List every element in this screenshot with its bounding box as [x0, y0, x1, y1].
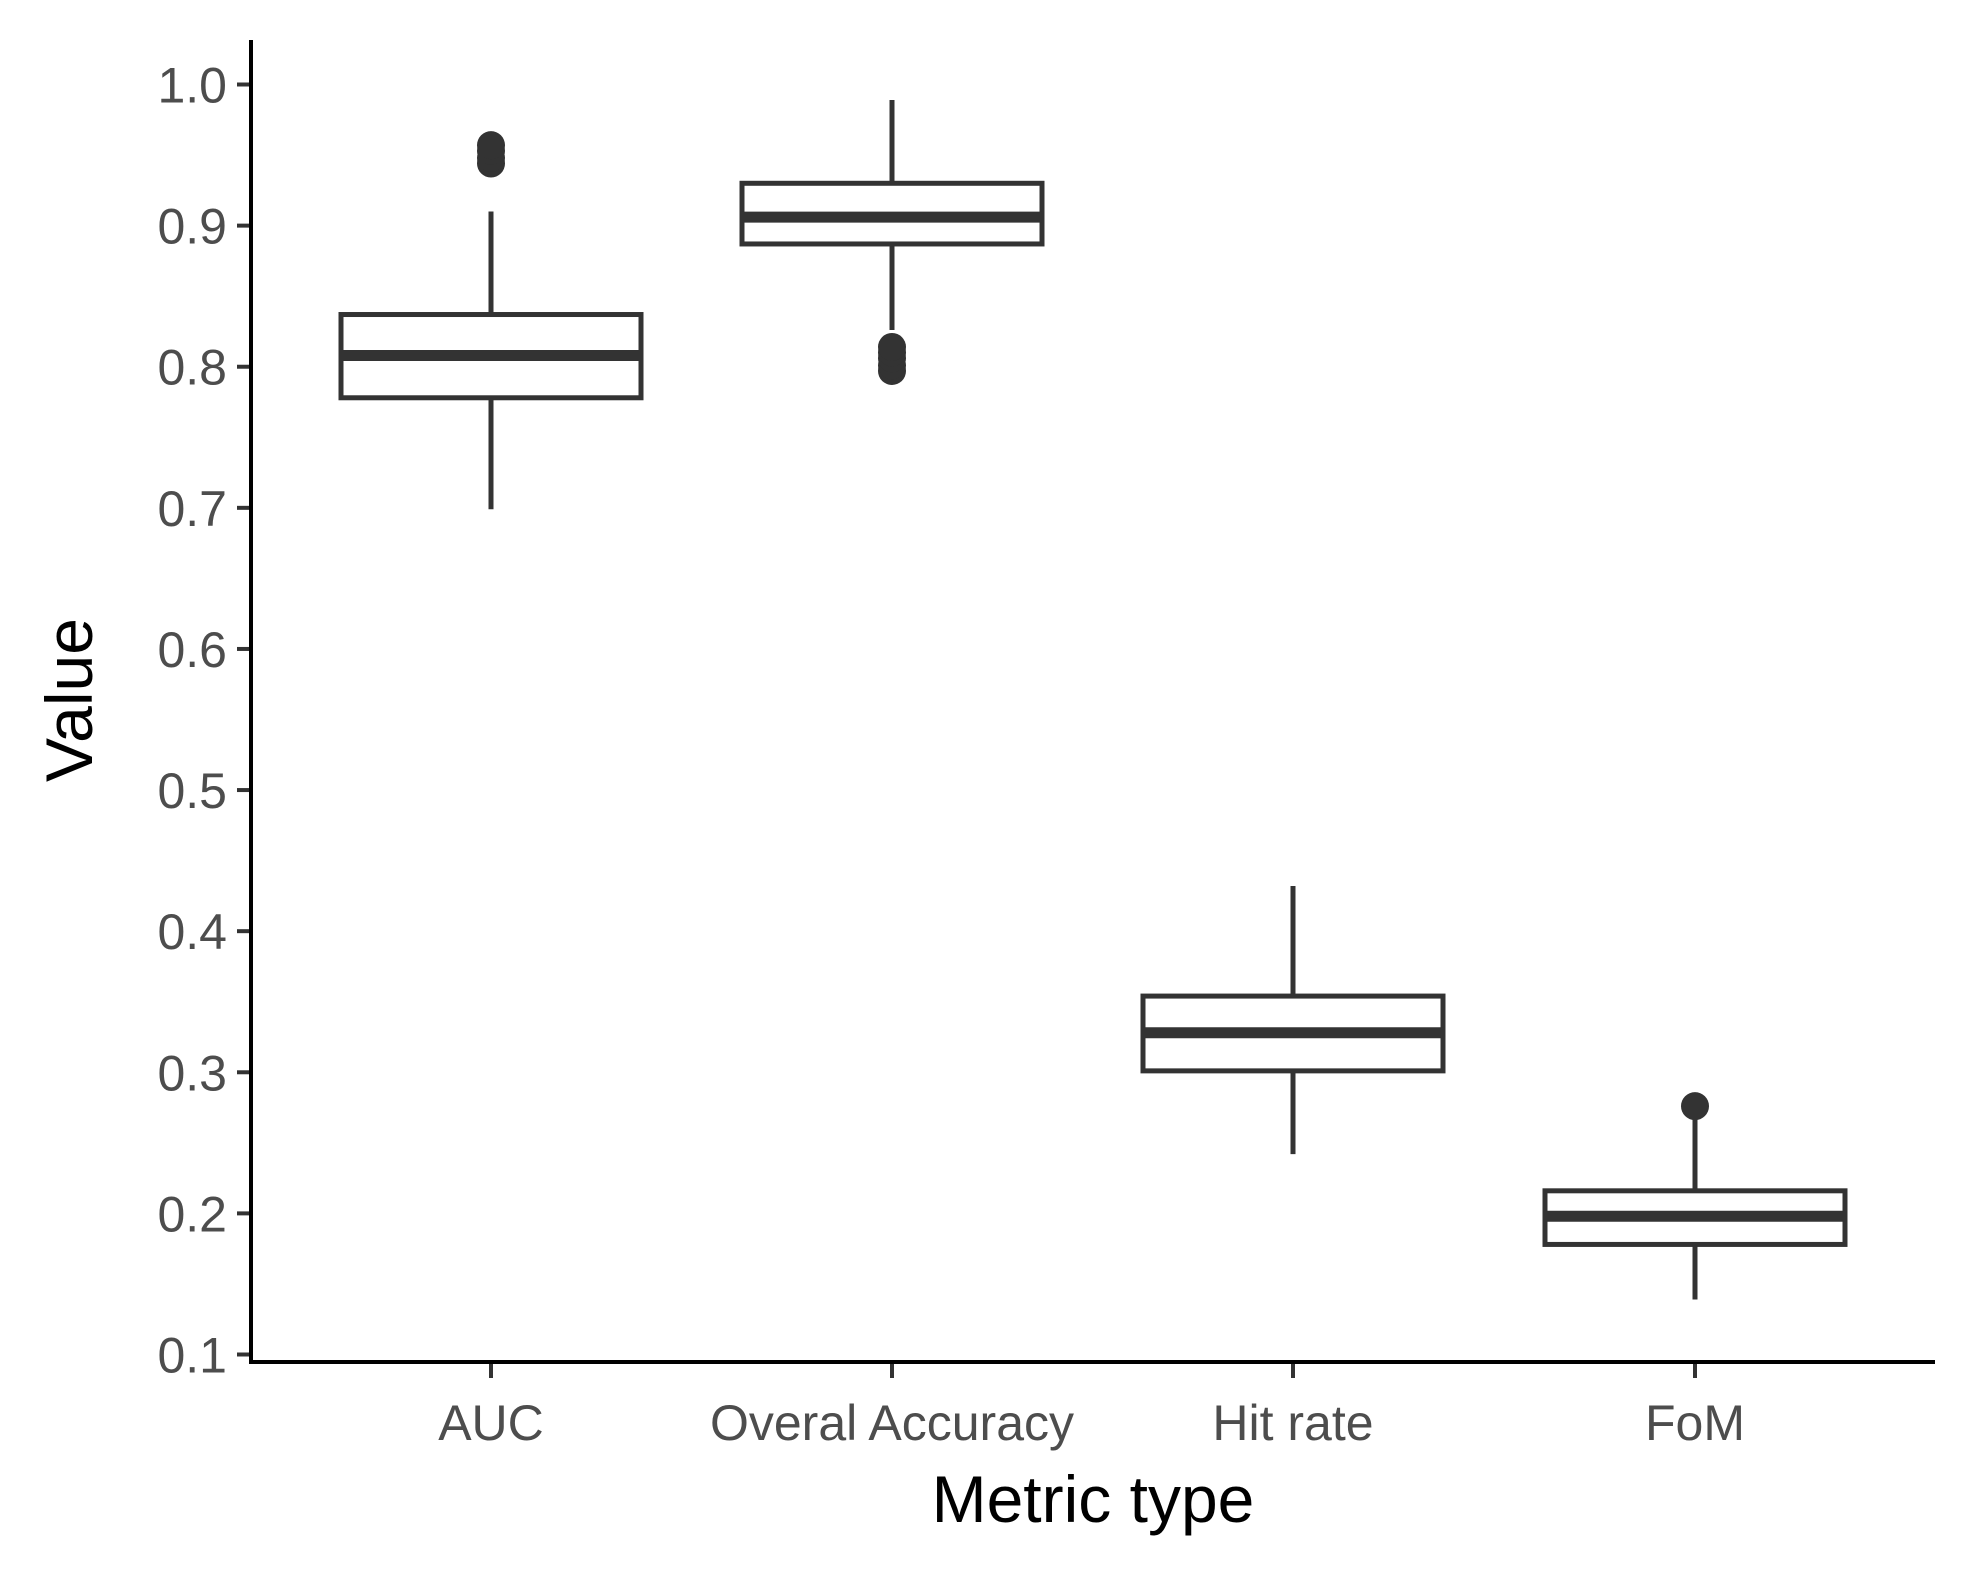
outlier-point	[477, 131, 505, 160]
y-tick-label: 0.4	[157, 904, 227, 960]
y-tick-label: 0.7	[157, 481, 227, 537]
y-tick-label: 1.0	[157, 58, 227, 114]
y-tick-label: 0.3	[157, 1045, 227, 1101]
box-series	[338, 100, 1848, 1300]
x-tick-label: AUC	[438, 1395, 544, 1451]
y-axis-title: Value	[32, 618, 106, 782]
x-tick-label: FoM	[1645, 1395, 1745, 1451]
box-fom	[1542, 1092, 1848, 1300]
outlier-point	[878, 332, 906, 361]
y-tick-label: 0.6	[157, 622, 227, 678]
outlier-point	[1681, 1092, 1709, 1121]
x-axis-ticks: AUC Overal Accuracy Hit rate FoM	[438, 1362, 1745, 1451]
x-tick-label: Hit rate	[1212, 1395, 1373, 1451]
y-tick-label: 0.8	[157, 340, 227, 396]
y-tick-label: 0.1	[157, 1328, 227, 1384]
y-axis-ticks: 0.1 0.2 0.3 0.4 0.5 0.6 0.7 0.8 0.9 1.0	[157, 58, 251, 1384]
y-tick-label: 0.5	[157, 763, 227, 819]
box-hit-rate	[1140, 886, 1446, 1155]
x-tick-label: Overal Accuracy	[710, 1395, 1074, 1451]
x-axis-title: Metric type	[932, 1462, 1255, 1536]
y-tick-label: 0.9	[157, 199, 227, 255]
box-auc	[338, 131, 644, 510]
box-overal-accuracy	[739, 100, 1045, 385]
y-tick-label: 0.2	[157, 1186, 227, 1242]
